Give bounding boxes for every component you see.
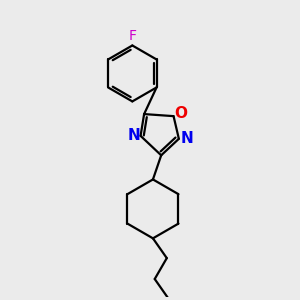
Text: N: N (127, 128, 140, 143)
Text: O: O (174, 106, 188, 121)
Text: F: F (128, 29, 136, 43)
Text: N: N (180, 131, 193, 146)
